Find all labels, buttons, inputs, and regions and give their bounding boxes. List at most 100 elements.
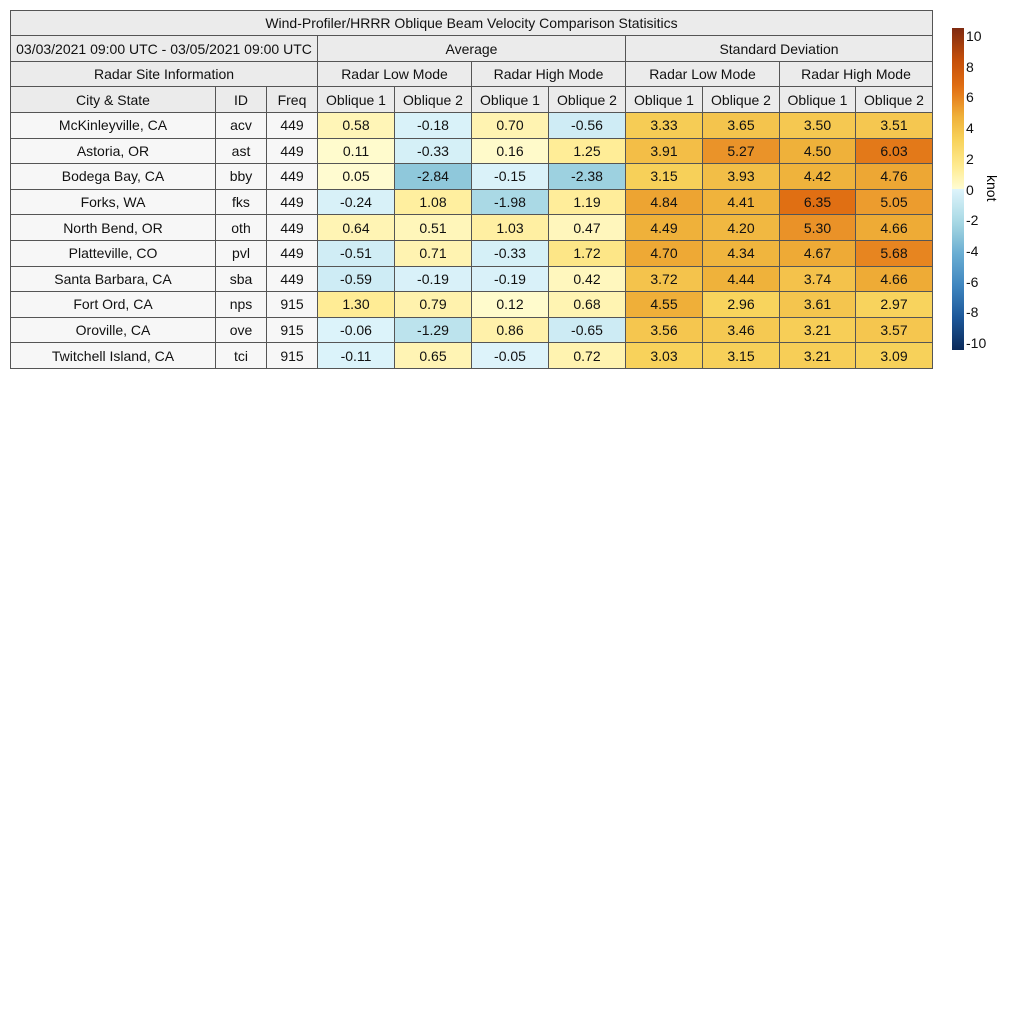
average-value-cell: -2.38 (548, 163, 626, 190)
avg-high-mode-header: Radar High Mode (471, 61, 626, 87)
average-value-cell: 0.86 (471, 316, 549, 344)
average-value-cell: 0.64 (317, 214, 395, 241)
column-header: ID (215, 86, 267, 113)
table-row: Santa Barbara, CA sba 449 -0.59 -0.19 -0.19 0.… (10, 265, 933, 293)
colorbar-tick-label: 2 (966, 150, 974, 167)
average-value-cell: -0.56 (548, 112, 626, 139)
std-value-cell: 6.03 (855, 137, 933, 165)
colorbar-tick-label: 6 (966, 89, 974, 106)
average-value-cell: 0.11 (317, 137, 395, 165)
average-value-cell: -0.06 (317, 316, 395, 344)
std-value-cell: 4.66 (855, 214, 933, 241)
table-row: Platteville, CO pvl 449 -0.51 0.71 -0.33 1.72 4… (10, 239, 933, 267)
table-row: North Bend, OR oth 449 0.64 0.51 1.03 0.47 4.49… (10, 214, 933, 241)
std-value-cell: 4.67 (779, 239, 856, 267)
freq-cell: 915 (266, 342, 318, 369)
std-value-cell: 5.30 (779, 214, 856, 241)
column-header: Oblique 2 (702, 86, 780, 113)
average-value-cell: -0.33 (394, 137, 472, 165)
std-value-cell: 3.91 (625, 137, 703, 165)
std-value-cell: 3.74 (779, 265, 856, 293)
std-value-cell: 3.50 (779, 112, 856, 139)
colorbar-tick-label: 10 (966, 28, 982, 44)
column-header: Oblique 2 (548, 86, 626, 113)
std-header: Standard Deviation (625, 35, 933, 62)
city-cell: North Bend, OR (10, 214, 216, 241)
average-value-cell: -0.24 (317, 188, 395, 216)
std-value-cell: 5.27 (702, 137, 780, 165)
freq-cell: 449 (266, 163, 318, 190)
id-cell: fks (215, 188, 267, 216)
id-cell: nps (215, 291, 267, 318)
std-value-cell: 6.35 (779, 188, 856, 216)
average-value-cell: -0.19 (471, 265, 549, 293)
column-header: Oblique 1 (625, 86, 703, 113)
colorbar (952, 28, 964, 350)
std-low-mode-header: Radar Low Mode (625, 61, 780, 87)
city-cell: McKinleyville, CA (10, 112, 216, 139)
column-header: Oblique 1 (471, 86, 549, 113)
std-value-cell: 3.93 (702, 163, 780, 190)
std-value-cell: 3.56 (625, 316, 703, 344)
table-row: Fort Ord, CA nps 915 1.30 0.79 0.12 0.68 4.55 2.… (10, 291, 933, 318)
freq-cell: 449 (266, 137, 318, 165)
id-cell: tci (215, 342, 267, 369)
colorbar-label: knot (984, 175, 1000, 202)
id-cell: oth (215, 214, 267, 241)
std-value-cell: 3.33 (625, 112, 703, 139)
colorbar-tick-label: -6 (966, 273, 979, 290)
average-value-cell: 1.03 (471, 214, 549, 241)
std-value-cell: 3.46 (702, 316, 780, 344)
colorbar-tick-label: 0 (966, 181, 974, 198)
date-range: 03/03/2021 09:00 UTC - 03/05/2021 09:00 … (10, 35, 318, 62)
std-value-cell: 2.97 (855, 291, 933, 318)
avg-low-mode-header: Radar Low Mode (317, 61, 472, 87)
std-value-cell: 3.15 (625, 163, 703, 190)
std-value-cell: 4.50 (779, 137, 856, 165)
std-value-cell: 3.51 (855, 112, 933, 139)
average-value-cell: -0.11 (317, 342, 395, 369)
average-value-cell: 0.12 (471, 291, 549, 318)
std-value-cell: 4.44 (702, 265, 780, 293)
table-title: Wind-Profiler/HRRR Oblique Beam Velocity… (10, 10, 933, 36)
average-header: Average (317, 35, 626, 62)
freq-cell: 449 (266, 112, 318, 139)
freq-cell: 449 (266, 214, 318, 241)
column-header: Oblique 1 (317, 86, 395, 113)
average-value-cell: 0.58 (317, 112, 395, 139)
freq-cell: 915 (266, 291, 318, 318)
average-value-cell: -0.59 (317, 265, 395, 293)
column-header: Oblique 1 (779, 86, 856, 113)
column-header: Oblique 2 (394, 86, 472, 113)
std-value-cell: 4.66 (855, 265, 933, 293)
average-value-cell: 1.72 (548, 239, 626, 267)
column-header: Oblique 2 (855, 86, 933, 113)
std-value-cell: 4.55 (625, 291, 703, 318)
average-value-cell: -0.33 (471, 239, 549, 267)
average-value-cell: -1.98 (471, 188, 549, 216)
std-value-cell: 4.84 (625, 188, 703, 216)
table-row: Astoria, OR ast 449 0.11 -0.33 0.16 1.25 3.91 5.… (10, 137, 933, 165)
average-value-cell: 0.79 (394, 291, 472, 318)
colorbar-tick-label: -2 (966, 212, 979, 229)
table-row: McKinleyville, CA acv 449 0.58 -0.18 0.70 -0.5… (10, 112, 933, 139)
table-row: Forks, WA fks 449 -0.24 1.08 -1.98 1.19 4.84 4.4… (10, 188, 933, 216)
table-row: Twitchell Island, CA tci 915 -0.11 0.65 -0.05… (10, 342, 933, 369)
average-value-cell: 0.42 (548, 265, 626, 293)
std-value-cell: 3.03 (625, 342, 703, 369)
freq-cell: 449 (266, 188, 318, 216)
std-value-cell: 4.49 (625, 214, 703, 241)
average-value-cell: 0.47 (548, 214, 626, 241)
average-value-cell: 0.71 (394, 239, 472, 267)
std-value-cell: 3.09 (855, 342, 933, 369)
average-value-cell: -0.18 (394, 112, 472, 139)
id-cell: acv (215, 112, 267, 139)
city-cell: Twitchell Island, CA (10, 342, 216, 369)
average-value-cell: 0.05 (317, 163, 395, 190)
table-row: Bodega Bay, CA bby 449 0.05 -2.84 -0.15 -2.38 3… (10, 163, 933, 190)
colorbar-tick-label: -8 (966, 304, 979, 321)
freq-cell: 449 (266, 265, 318, 293)
colorbar-tick-label: -4 (966, 242, 979, 259)
std-value-cell: 4.34 (702, 239, 780, 267)
city-cell: Bodega Bay, CA (10, 163, 216, 190)
